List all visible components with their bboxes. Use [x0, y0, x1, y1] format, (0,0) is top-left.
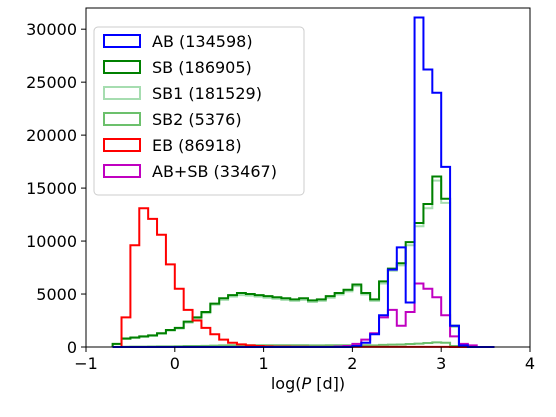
legend-swatch-eb — [103, 138, 141, 152]
y-tick-label: 0 — [67, 338, 77, 357]
legend-label-sb1: SB1 (181529) — [152, 84, 262, 103]
series-layer — [111, 16, 495, 348]
legend-swatch-ab — [103, 34, 141, 48]
legend-box — [93, 26, 305, 196]
x-axis-title-variable: P — [302, 374, 312, 393]
legend: AB (134598) SB (186905) SB1 (181529) SB2 (5… — [93, 26, 305, 196]
x-tick-label: 2 — [347, 354, 357, 373]
y-tick-label: 15000 — [26, 179, 77, 198]
x-tick-label: 0 — [170, 354, 180, 373]
legend-label-ab-sb: AB+SB (33467) — [152, 162, 277, 181]
plot-frame — [85, 7, 531, 348]
x-tick-label: 3 — [436, 354, 446, 373]
y-tick-label: 25000 — [26, 73, 77, 92]
legend-label-eb: EB (86918) — [152, 136, 242, 155]
x-tick-label: 4 — [525, 354, 535, 373]
y-tick-label: 20000 — [26, 126, 77, 145]
legend-swatch-sb1 — [103, 86, 141, 100]
x-axis-title-suffix: [d]) — [311, 374, 345, 393]
legend-swatch-ab-sb — [103, 164, 141, 178]
legend-label-sb2: SB2 (5376) — [152, 110, 242, 129]
x-axis-title-prefix: log( — [271, 374, 302, 393]
legend-label-sb: SB (186905) — [152, 58, 252, 77]
y-tick-label: 30000 — [26, 20, 77, 39]
y-tick-label: 10000 — [26, 232, 77, 251]
legend-swatch-sb2 — [103, 112, 141, 126]
x-tick-label: 1 — [259, 354, 269, 373]
x-axis-title: log(P [d]) — [271, 374, 345, 393]
x-tick-label: −1 — [74, 354, 98, 373]
legend-label-ab: AB (134598) — [152, 32, 253, 51]
series-line-sb — [111, 175, 495, 348]
legend-swatch-sb — [103, 60, 141, 74]
y-tick-label: 5000 — [36, 285, 77, 304]
